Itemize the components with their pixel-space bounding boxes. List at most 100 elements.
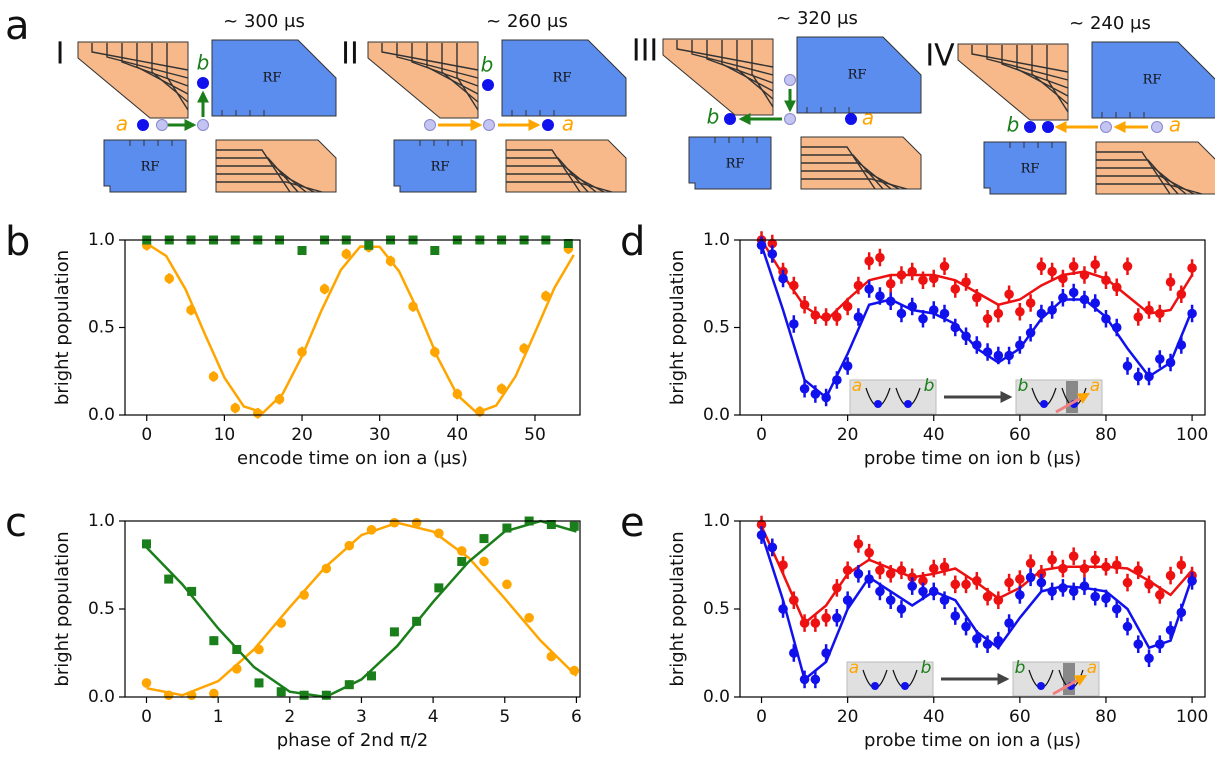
data-point (1133, 371, 1144, 382)
x-tick-label: 20 (291, 425, 313, 445)
data-point (389, 627, 399, 637)
data-point (299, 590, 309, 600)
data-point (1111, 322, 1122, 333)
y-tick-label: 0.5 (88, 599, 115, 619)
data-point (1079, 294, 1090, 305)
dc-electrode (957, 43, 1069, 121)
data-point (341, 249, 352, 259)
x-tick-label: 30 (369, 425, 391, 445)
panel-letter: e (620, 500, 645, 546)
y-tick-label: 0.0 (88, 687, 115, 707)
x-tick-label: 20 (837, 425, 859, 445)
rf-label: RF (553, 71, 572, 86)
trap-diagram: III ~ 320 μs RF RF b a (632, 8, 922, 190)
electrode-line (216, 157, 299, 193)
inset-ion-label: b (1018, 376, 1029, 396)
step-time: ~ 320 μs (776, 8, 858, 29)
data-point (832, 375, 842, 385)
data-point (1144, 653, 1154, 664)
x-tick-label: 1 (213, 707, 224, 727)
electrode-line (506, 165, 597, 193)
beam-column (1063, 663, 1075, 695)
data-point (1165, 625, 1176, 635)
data-point (939, 261, 950, 272)
data-point (1133, 565, 1144, 576)
rf-label: RF (263, 71, 282, 86)
data-point (1036, 261, 1047, 272)
ion-label: a (562, 112, 574, 136)
data-point (321, 690, 331, 700)
data-point (1133, 639, 1144, 649)
data-point (864, 574, 874, 584)
data-point (756, 519, 767, 530)
data-point (276, 687, 286, 697)
electrode-line (91, 43, 189, 71)
data-point (832, 613, 842, 623)
data-point (1154, 308, 1165, 319)
data-point (434, 528, 444, 539)
data-point (896, 565, 907, 576)
electrode-line (136, 43, 189, 95)
data-point (1047, 554, 1057, 565)
data-point (1004, 289, 1014, 300)
data-point (928, 586, 939, 597)
rf-label: RF (726, 157, 745, 172)
probe-beam (1055, 392, 1091, 414)
data-point (1122, 261, 1133, 272)
data-point (569, 665, 580, 676)
data-point (1068, 551, 1079, 561)
data-point (896, 604, 907, 614)
data-point (1101, 313, 1111, 324)
data-point (1154, 590, 1165, 600)
ion (784, 113, 796, 125)
data-point (993, 595, 1004, 605)
data-point (799, 383, 810, 394)
fit-line (145, 519, 577, 699)
data-point (799, 674, 810, 685)
data-point (961, 331, 971, 342)
data-point (1111, 604, 1122, 614)
axes-frame (124, 520, 581, 698)
electrode-line (456, 43, 479, 111)
data-point (563, 239, 573, 248)
x-tick-label: 40 (447, 425, 469, 445)
data-point (252, 408, 263, 419)
x-tick-label: 5 (499, 707, 510, 727)
ion (845, 113, 857, 125)
axes-frame (124, 239, 581, 416)
x-tick-label: 40 (923, 425, 945, 445)
panel-letter: b (5, 219, 30, 265)
data-point (875, 291, 885, 301)
ion (156, 119, 168, 131)
data-point (842, 361, 853, 371)
data-point (918, 313, 928, 324)
electrode-line (506, 157, 589, 193)
data-point (1047, 266, 1057, 277)
data-point (972, 292, 982, 303)
dc-electrode (800, 136, 922, 190)
x-tick-label: 2 (284, 707, 295, 727)
x-tick-label: 3 (356, 707, 367, 727)
beam-column (1066, 381, 1078, 413)
data-point (297, 347, 307, 357)
inset-ion-label: a (852, 376, 862, 396)
inset-box (849, 379, 937, 415)
data-point (546, 651, 557, 662)
data-point (1176, 289, 1187, 300)
data-point (1122, 621, 1133, 632)
electrode-line (971, 45, 1069, 73)
data-point (778, 273, 788, 284)
inset-ion-label: b (924, 376, 935, 396)
data-point (1165, 277, 1176, 287)
trap-diagram: IV ~ 240 μs RF RF b a (925, 13, 1215, 195)
data-point (1025, 558, 1036, 569)
axes-frame (739, 239, 1206, 416)
data-point (821, 648, 831, 658)
data-point (519, 343, 529, 354)
x-axis-label: encode time on ion a (μs) (237, 448, 468, 469)
y-tick-label: 1.0 (703, 230, 730, 250)
data-point (366, 525, 377, 535)
electrode-line (106, 43, 189, 79)
